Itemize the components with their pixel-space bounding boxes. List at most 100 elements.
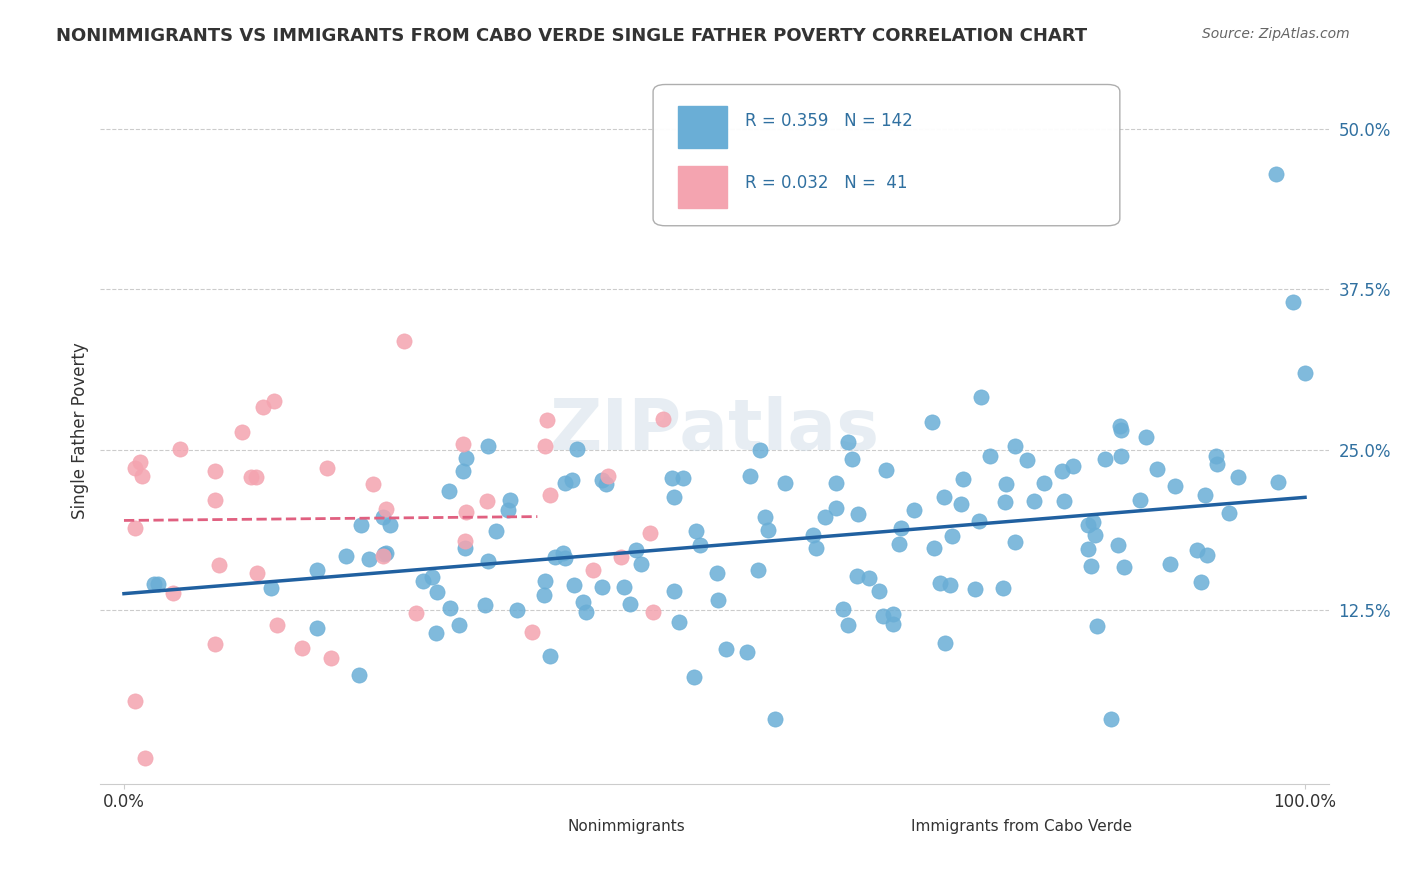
Text: R = 0.032   N =  41: R = 0.032 N = 41	[745, 174, 908, 193]
FancyBboxPatch shape	[849, 808, 886, 837]
Point	[825, 501, 848, 516]
Point	[613, 580, 636, 594]
Point	[562, 578, 585, 592]
Point	[361, 476, 384, 491]
Point	[544, 549, 567, 564]
Point	[572, 595, 595, 609]
Point	[1146, 462, 1168, 476]
Point	[995, 477, 1018, 491]
Point	[806, 541, 828, 556]
Point	[148, 577, 170, 591]
Point	[756, 523, 779, 537]
Point	[929, 575, 952, 590]
Point	[239, 470, 262, 484]
Point	[858, 571, 880, 585]
Point	[846, 569, 869, 583]
Text: Immigrants from Cabo Verde: Immigrants from Cabo Verde	[911, 819, 1132, 833]
Point	[1205, 457, 1227, 471]
Text: Source: ZipAtlas.com: Source: ZipAtlas.com	[1202, 27, 1350, 41]
Point	[131, 469, 153, 483]
Point	[967, 514, 990, 528]
Point	[143, 576, 166, 591]
Point	[979, 450, 1001, 464]
Point	[1077, 541, 1099, 556]
Point	[1218, 506, 1240, 520]
Point	[162, 586, 184, 600]
Point	[1294, 366, 1316, 380]
Point	[1227, 469, 1250, 483]
Point	[307, 621, 329, 635]
Point	[124, 694, 146, 708]
Point	[832, 602, 855, 616]
Point	[454, 533, 477, 548]
Point	[208, 558, 231, 573]
Point	[561, 473, 583, 487]
Point	[498, 493, 520, 508]
Point	[374, 546, 396, 560]
Point	[246, 566, 269, 580]
Point	[425, 626, 447, 640]
Point	[538, 488, 561, 502]
Point	[1004, 535, 1026, 549]
Point	[1053, 494, 1076, 508]
Point	[939, 578, 962, 592]
Point	[970, 390, 993, 404]
Point	[350, 518, 373, 533]
Point	[124, 520, 146, 534]
Point	[373, 510, 395, 524]
Point	[477, 494, 499, 508]
Point	[1164, 479, 1187, 493]
Point	[689, 538, 711, 552]
Point	[1099, 713, 1122, 727]
Point	[449, 618, 471, 632]
Point	[204, 464, 226, 478]
Point	[1094, 452, 1116, 467]
Point	[231, 425, 253, 440]
Point	[439, 483, 461, 498]
Point	[321, 651, 343, 665]
Point	[868, 583, 890, 598]
Point	[994, 495, 1017, 509]
Point	[439, 601, 461, 615]
Point	[260, 581, 283, 595]
Point	[204, 493, 226, 508]
Point	[477, 439, 499, 453]
Point	[1085, 619, 1108, 633]
Point	[565, 442, 588, 456]
Point	[169, 442, 191, 456]
Point	[554, 550, 576, 565]
Point	[1062, 458, 1084, 473]
Point	[641, 605, 664, 619]
Point	[738, 468, 761, 483]
Point	[890, 521, 912, 535]
Point	[1264, 167, 1286, 181]
Point	[1195, 548, 1218, 562]
Text: Nonimmigrants: Nonimmigrants	[567, 819, 685, 833]
Point	[875, 463, 897, 477]
Point	[595, 477, 617, 491]
Point	[1080, 559, 1102, 574]
Point	[1077, 518, 1099, 533]
Point	[245, 470, 267, 484]
Point	[965, 582, 987, 597]
Point	[747, 563, 769, 577]
Point	[1004, 439, 1026, 453]
Point	[671, 471, 693, 485]
Point	[638, 526, 661, 541]
Point	[454, 541, 477, 555]
Point	[651, 412, 673, 426]
Point	[1111, 450, 1133, 464]
Point	[392, 334, 415, 349]
Point	[582, 563, 605, 577]
Point	[1159, 557, 1181, 571]
Point	[814, 509, 837, 524]
FancyBboxPatch shape	[678, 166, 727, 208]
Point	[266, 617, 288, 632]
Point	[1081, 515, 1104, 529]
Point	[1107, 538, 1129, 552]
Point	[412, 574, 434, 589]
Point	[882, 607, 904, 622]
Point	[496, 503, 519, 517]
Point	[801, 528, 824, 542]
Point	[536, 413, 558, 427]
